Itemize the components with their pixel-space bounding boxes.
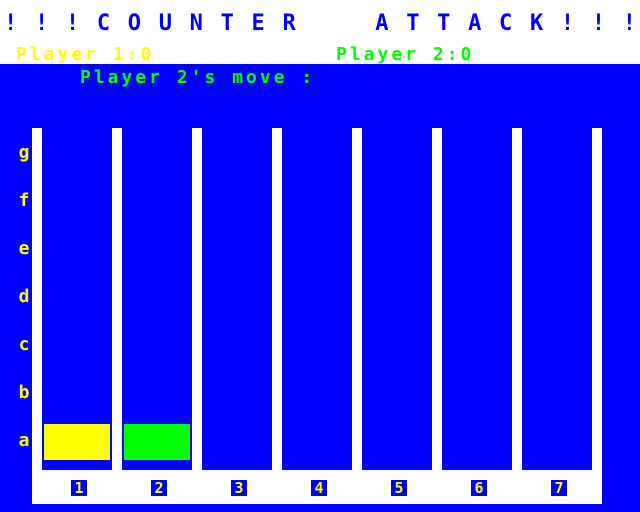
player1-score: Player 1:0 xyxy=(16,44,155,65)
player1-counter xyxy=(44,424,110,460)
title-char: C xyxy=(96,10,111,36)
title-char: O xyxy=(127,10,141,36)
title-char: ! xyxy=(591,10,606,36)
title-char: ! xyxy=(34,10,49,36)
title-char: U xyxy=(158,10,172,36)
title-char: N xyxy=(189,10,203,36)
column-number-5: 5 xyxy=(391,480,407,496)
row-label-d: d xyxy=(18,286,30,307)
row-label-f: f xyxy=(18,190,30,211)
title-char: ! xyxy=(4,10,18,36)
title-char: A xyxy=(375,10,389,36)
board-column-1[interactable] xyxy=(42,128,112,470)
title-char: T xyxy=(406,10,420,36)
title-bar xyxy=(0,0,640,64)
column-number-6: 6 xyxy=(471,480,487,496)
board-column-6[interactable] xyxy=(442,128,512,470)
turn-prompt: Player 2's move : xyxy=(80,67,316,88)
row-label-e: e xyxy=(18,238,30,259)
column-number-4: 4 xyxy=(311,480,327,496)
player2-score: Player 2:0 xyxy=(336,44,475,65)
title-char: C xyxy=(499,10,513,36)
title-char: T xyxy=(437,10,451,36)
column-number-7: 7 xyxy=(551,480,567,496)
title-char: A xyxy=(468,10,482,36)
row-label-c: c xyxy=(18,334,30,355)
title-char: E xyxy=(251,10,265,36)
title-char: T xyxy=(220,10,234,36)
column-number-3: 3 xyxy=(231,480,247,496)
game-board: 1 2 3 4 5 6 7 xyxy=(32,128,602,504)
row-label-b: b xyxy=(18,382,30,403)
game-title: !!! C O U N T E R A T T A C K!!! xyxy=(0,8,640,38)
column-number-1: 1 xyxy=(71,480,87,496)
title-char: K xyxy=(529,10,544,36)
board-column-4[interactable] xyxy=(282,128,352,470)
row-label-a: a xyxy=(18,430,30,451)
title-char: ! xyxy=(560,10,575,36)
title-char: ! xyxy=(622,10,636,36)
board-column-5[interactable] xyxy=(362,128,432,470)
player2-counter xyxy=(124,424,190,460)
board-column-7[interactable] xyxy=(522,128,592,470)
board-column-2[interactable] xyxy=(122,128,192,470)
title-char: ! xyxy=(65,10,80,36)
title-char: R xyxy=(282,10,296,36)
row-label-g: g xyxy=(18,142,30,163)
column-number-2: 2 xyxy=(151,480,167,496)
board-column-3[interactable] xyxy=(202,128,272,470)
